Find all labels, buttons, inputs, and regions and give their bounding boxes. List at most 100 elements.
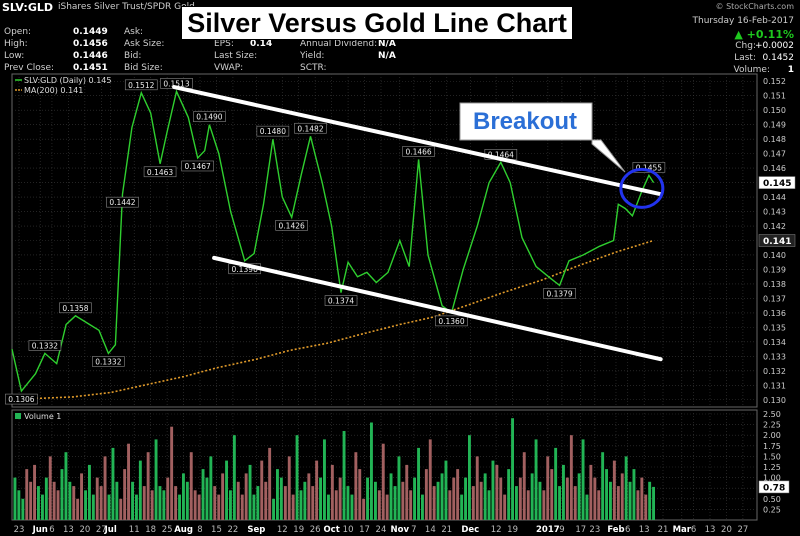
- volume-bar: [193, 490, 197, 520]
- legend-ma: MA(200) 0.141: [24, 86, 83, 95]
- volume-bar: [389, 473, 393, 520]
- volume-bar: [240, 494, 244, 520]
- last-value-box: [758, 234, 796, 247]
- x-tick-label: Jun: [32, 525, 48, 535]
- point-label: 0.1360: [438, 317, 464, 326]
- volume-bar: [162, 490, 166, 520]
- volume-bar: [565, 477, 569, 520]
- volume-bar: [52, 481, 56, 520]
- y-tick-label: 0.143: [763, 208, 786, 217]
- volume-bar: [150, 490, 154, 520]
- yield-value: N/A: [378, 51, 396, 61]
- volume-bar: [197, 494, 201, 520]
- volume-y-tick-label: 1.50: [763, 452, 781, 461]
- upper-trend-line: [172, 85, 663, 197]
- volume-bar: [311, 486, 315, 520]
- volume-bar: [530, 473, 534, 520]
- last-value-box: [758, 176, 796, 189]
- y-tick-label: 0.148: [763, 135, 786, 144]
- x-tick-label: Nov: [391, 525, 410, 535]
- x-tick-label: 24: [376, 525, 387, 535]
- x-tick-label: 13: [63, 525, 74, 535]
- chg-label: Chg:: [735, 41, 756, 51]
- ma200-line: [11, 239, 654, 400]
- volume-bar: [456, 469, 460, 520]
- volume-bar: [640, 477, 644, 520]
- volume-bar: [158, 486, 162, 520]
- y-tick-label: 0.142: [763, 222, 786, 231]
- volume-bar: [182, 473, 185, 520]
- annual-dividend-value: N/A: [378, 39, 396, 49]
- y-tick-label: 0.134: [763, 338, 786, 347]
- point-label-box: [106, 196, 139, 208]
- volume-bar: [205, 477, 209, 520]
- x-tick-label: Feb: [607, 525, 624, 535]
- volume-bar: [279, 477, 283, 520]
- sctr-label: SCTR:: [300, 63, 327, 73]
- volume-bar: [201, 469, 205, 520]
- x-tick-label: Dec: [461, 525, 479, 535]
- volume-bar: [99, 486, 103, 520]
- eps-value: 0.14: [250, 39, 273, 49]
- y-tick-label: 0.131: [763, 381, 786, 390]
- y-tick-label: 0.133: [763, 352, 786, 361]
- volume-bar: [397, 456, 401, 520]
- y-tick-label: 0.135: [763, 323, 786, 332]
- volume-bar: [17, 490, 21, 520]
- volume-bar: [88, 464, 91, 520]
- volume-bar: [244, 473, 248, 520]
- volume-bar: [464, 477, 467, 520]
- x-tick-label: 17: [359, 525, 370, 535]
- chart-title-box: Silver Versus Gold Line Chart: [181, 6, 573, 40]
- last-label: Last:: [734, 53, 756, 63]
- point-label-box: [294, 122, 327, 134]
- y-tick-label: 0.138: [763, 280, 786, 289]
- y-tick-label: 0.147: [763, 150, 786, 159]
- y-tick-label: 0.152: [763, 77, 786, 86]
- volume-y-tick-label: 2.25: [763, 421, 781, 430]
- chg-value: +0.0002: [754, 41, 794, 51]
- volume-bar: [609, 481, 612, 520]
- legend-price: SLV:GLD (Daily) 0.145: [24, 76, 111, 85]
- volume-bar: [542, 490, 546, 520]
- point-label: 0.1358: [62, 304, 88, 313]
- volume-bar: [307, 473, 311, 520]
- annual-dividend-label: Annual Dividend:: [300, 39, 378, 49]
- x-tick-label: 9: [559, 525, 564, 535]
- volume-bar: [334, 490, 338, 520]
- x-tick-label: Mar: [673, 525, 692, 535]
- volume-bar: [499, 477, 503, 520]
- x-tick-label: 21: [658, 525, 669, 535]
- bid-label: Bid:: [124, 51, 142, 61]
- volume-bar: [123, 469, 127, 520]
- volume-bar: [366, 477, 369, 520]
- volume-bar: [421, 494, 424, 520]
- chart-title: Silver Versus Gold Line Chart: [187, 8, 567, 38]
- volume-y-tick-label: 0.50: [763, 495, 781, 504]
- x-tick-label: 12: [491, 525, 502, 535]
- price-line: [11, 89, 655, 393]
- ask-label: Ask:: [124, 27, 144, 37]
- volume-bar: [25, 469, 29, 520]
- last-size-label: Last Size:: [214, 51, 258, 61]
- volume-bar: [68, 481, 72, 520]
- volume-bar: [225, 460, 228, 520]
- x-tick-label: 20: [79, 525, 90, 535]
- volume-bar: [370, 422, 373, 520]
- volume-y-tick-label: 1.00: [763, 474, 781, 483]
- point-label: 0.1396: [232, 265, 258, 274]
- x-tick-label: 15: [211, 525, 222, 535]
- point-label-box: [28, 340, 62, 351]
- volume-bar: [107, 494, 111, 520]
- volume-bar: [232, 435, 236, 520]
- volume-bar: [581, 439, 585, 520]
- x-tick-label: 6: [49, 525, 54, 535]
- volume-bar: [29, 481, 33, 520]
- volume-bar: [652, 486, 655, 520]
- volume-bar: [64, 452, 68, 520]
- volume-value: 1: [787, 65, 794, 75]
- x-tick-label: 11: [129, 525, 140, 535]
- x-tick-label: 26: [310, 525, 321, 535]
- volume-bar: [381, 443, 385, 520]
- volume-bar: [569, 435, 573, 520]
